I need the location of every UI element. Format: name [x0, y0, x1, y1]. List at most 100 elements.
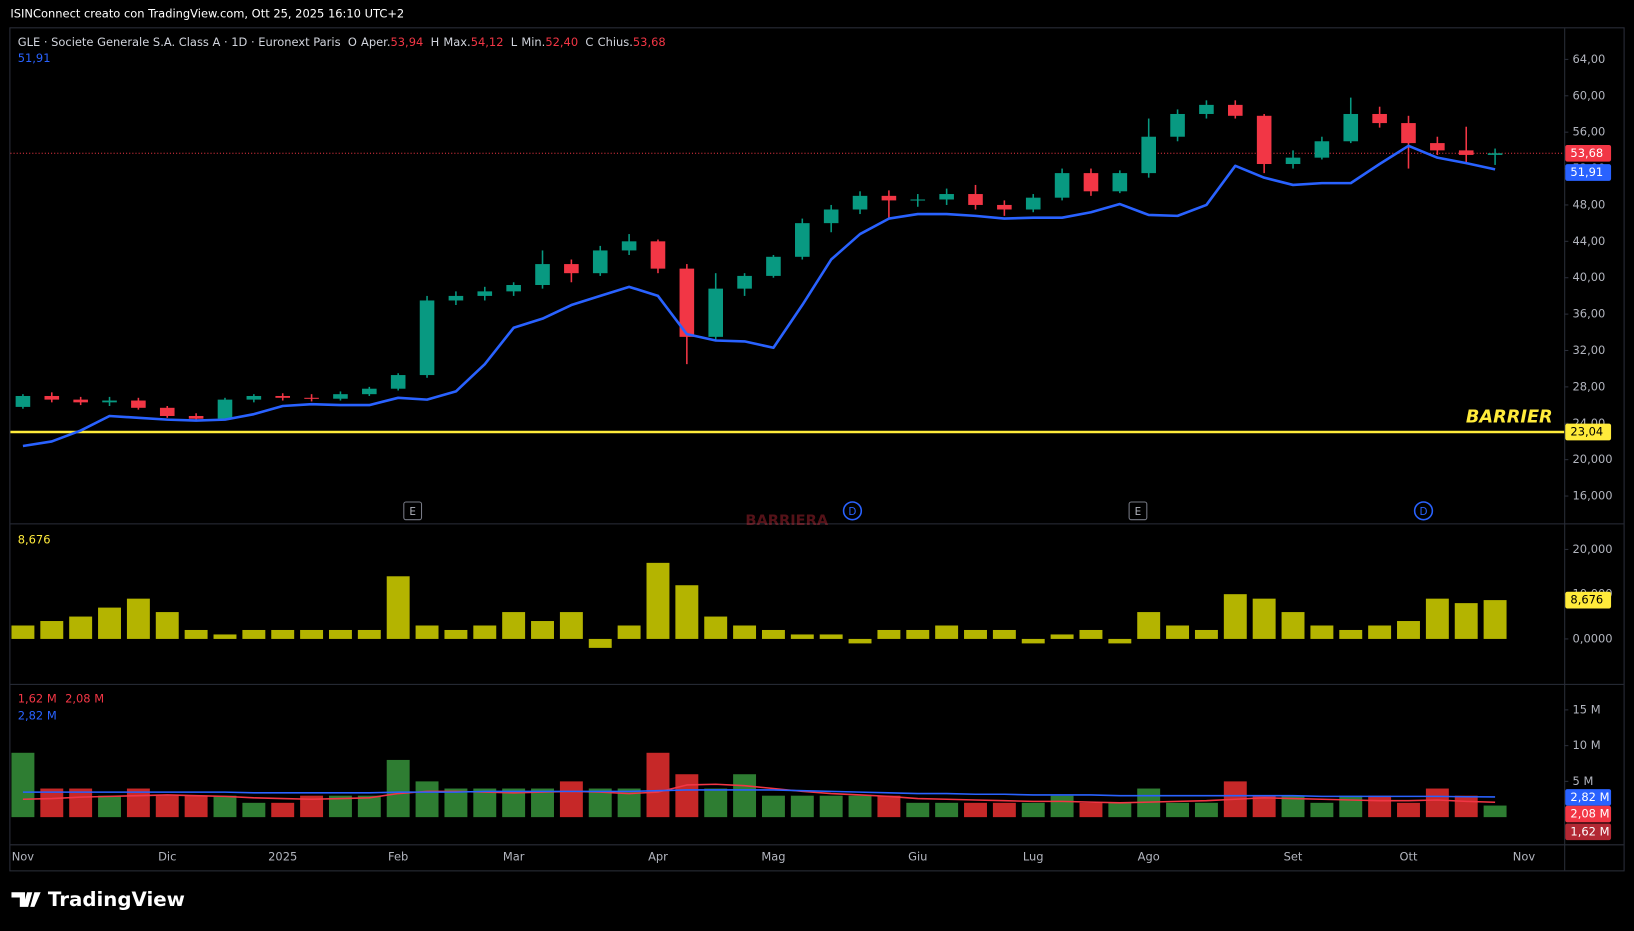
y-tick-label: 20,000: [1573, 452, 1613, 466]
bar: [1483, 600, 1507, 639]
y-tick-label: 64,00: [1573, 52, 1606, 66]
volume-bar: [964, 802, 987, 818]
candle-body: [73, 399, 88, 403]
bar: [328, 629, 352, 639]
candle-body: [708, 288, 724, 337]
volume-bar: [992, 802, 1016, 818]
y-tick-label: 44,00: [1573, 234, 1606, 248]
volume-bar: [1483, 805, 1507, 818]
volume-bar: [1310, 802, 1334, 818]
volume-badge: 1,62 M: [1570, 824, 1609, 838]
y-tick-label: 0,0000: [1573, 631, 1613, 645]
bar: [1223, 594, 1247, 639]
candle-body: [737, 275, 752, 289]
bar: [819, 634, 843, 639]
bar: [1281, 612, 1305, 639]
event-marker: [1413, 501, 1434, 521]
volume-bar: [1368, 795, 1392, 818]
candle-body: [621, 241, 637, 251]
y-tick-label: 40,00: [1573, 270, 1606, 284]
volume-bar: [819, 795, 843, 818]
volume-bar: [473, 788, 497, 818]
candle-body: [823, 209, 839, 224]
ohlc-name: Max.: [443, 34, 470, 48]
bar: [1079, 629, 1103, 639]
x-tick-label: Lug: [1023, 849, 1044, 863]
candle-body: [102, 400, 117, 403]
candle-body: [1285, 157, 1301, 165]
bar: [531, 621, 554, 639]
barrier-name: BARRIER: [1466, 407, 1553, 427]
ohlc-legend: O Aper.53,94 H Max.54,12 L Min.52,40 C Chius.53…: [348, 34, 666, 48]
volume-bar: [1397, 802, 1420, 818]
bar: [761, 629, 785, 639]
ma-legend: 51,91: [18, 51, 51, 65]
bar: [733, 625, 757, 639]
volume-bar: [935, 802, 959, 818]
volume-bar: [1252, 795, 1276, 818]
bar: [617, 625, 641, 639]
candle-body: [910, 199, 926, 201]
ohlc-value: 52,40: [545, 34, 578, 48]
bar: [1050, 634, 1074, 639]
y-tick-label: 60,00: [1573, 88, 1606, 102]
volume-bar: [1021, 802, 1045, 818]
bar: [357, 629, 381, 639]
bar: [992, 629, 1016, 639]
candle-body: [1141, 136, 1156, 174]
volume-bar: [1454, 795, 1478, 818]
y-tick-label: 56,00: [1573, 125, 1606, 139]
candle-body: [1372, 113, 1387, 124]
bar: [877, 629, 901, 639]
ohlc-key: C: [585, 34, 593, 48]
bar: [1252, 598, 1276, 639]
event-marker: [1128, 501, 1148, 521]
volume-bar: [300, 795, 324, 818]
volume-ma-legend: 2,08 M: [65, 691, 104, 705]
candle-body: [564, 264, 579, 274]
candle-body: [766, 256, 781, 276]
candle-body: [535, 264, 550, 286]
x-tick-label: Ago: [1138, 849, 1160, 863]
volume-bar: [11, 752, 35, 818]
candle-body: [1256, 115, 1272, 165]
y-tick-label: 36,00: [1573, 307, 1606, 321]
logo-text: TradingView: [48, 888, 185, 911]
volume-ma-badge: 2,08 M: [1570, 807, 1609, 821]
y-tick-label: 32,00: [1573, 343, 1606, 357]
line-series: [22, 789, 1496, 798]
volume-bar: [559, 781, 583, 818]
volume-bar: [271, 802, 295, 818]
volume-bar: [1108, 802, 1132, 818]
candle-body: [362, 388, 377, 395]
y-tick-label: 28,00: [1573, 379, 1606, 393]
volume-bar: [242, 802, 266, 818]
x-tick-label: Set: [1284, 849, 1303, 863]
candle-body: [131, 400, 146, 408]
volume-bar: [1281, 795, 1305, 818]
bar: [98, 607, 121, 639]
candle-body: [477, 291, 493, 296]
volume-badge-bg: [1565, 823, 1612, 841]
candle-body: [592, 250, 608, 274]
volume-bar: [588, 788, 612, 818]
volume-legend: 1,62 M 2,08 M: [18, 691, 104, 705]
volume-bar: [357, 795, 381, 818]
ohlc-value: 53,68: [633, 34, 666, 48]
candle-body: [1083, 173, 1099, 192]
candle-body: [1170, 113, 1185, 137]
ohlc-value: 53,94: [390, 34, 423, 48]
bar: [646, 562, 670, 639]
candle-body: [506, 285, 521, 292]
candle-body: [15, 395, 31, 407]
x-tick-label: Dic: [158, 849, 176, 863]
bar: [1166, 625, 1190, 639]
volume-bar: [675, 774, 699, 818]
bar: [473, 625, 497, 639]
candle-body: [419, 300, 435, 376]
line-series: [22, 144, 1496, 448]
x-tick-label: Giu: [908, 849, 927, 863]
volume-bar: [704, 788, 728, 818]
